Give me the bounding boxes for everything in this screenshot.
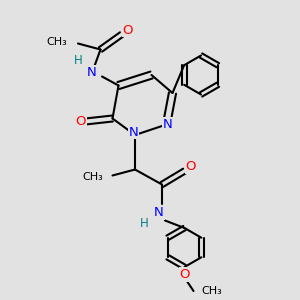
Text: N: N	[87, 65, 96, 79]
Text: O: O	[122, 23, 133, 37]
Text: CH₃: CH₃	[201, 286, 222, 296]
Text: O: O	[179, 268, 190, 281]
Text: H: H	[140, 217, 148, 230]
Text: CH₃: CH₃	[47, 37, 68, 47]
Text: H: H	[74, 53, 82, 67]
Text: CH₃: CH₃	[83, 172, 104, 182]
Text: O: O	[185, 160, 196, 173]
Text: N: N	[163, 118, 173, 131]
Text: N: N	[129, 125, 138, 139]
Text: O: O	[76, 115, 86, 128]
Text: N: N	[154, 206, 164, 220]
